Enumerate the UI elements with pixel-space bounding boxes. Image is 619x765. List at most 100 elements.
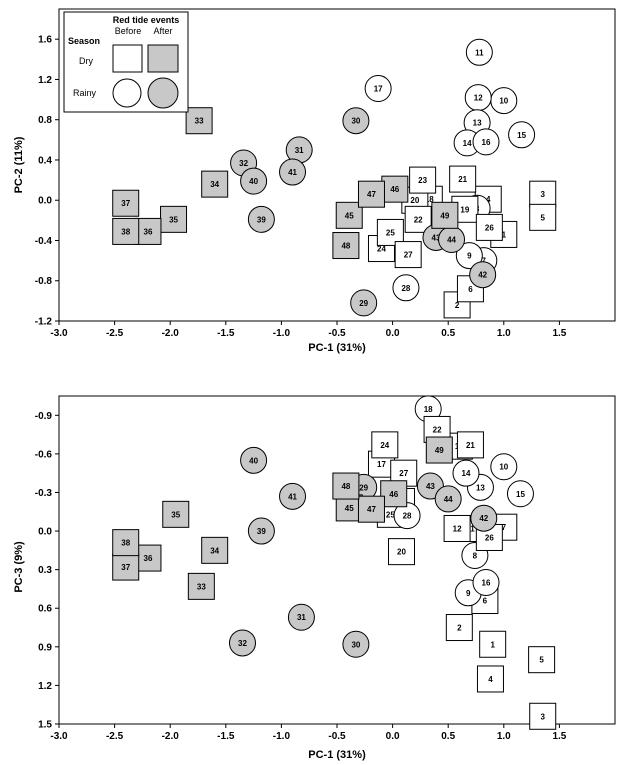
point-33: 33 <box>185 107 213 135</box>
x-tick-label: -1.0 <box>273 731 291 742</box>
point-label: 27 <box>404 251 413 260</box>
point-label: 9 <box>466 589 471 598</box>
point-label: 17 <box>377 460 386 469</box>
point-10: 10 <box>490 453 518 481</box>
circle-marker <box>469 261 497 289</box>
square-marker <box>476 665 504 693</box>
square-marker <box>380 480 408 508</box>
point-21: 21 <box>456 431 484 459</box>
circle-marker <box>472 569 500 597</box>
point-label: 41 <box>288 492 297 501</box>
point-label: 36 <box>144 554 153 563</box>
y-tick-label: 1.2 <box>38 75 52 86</box>
point-label: 10 <box>499 97 508 106</box>
x-tick-label: -0.5 <box>328 731 346 742</box>
point-label: 38 <box>121 227 130 236</box>
point-5: 5 <box>529 203 557 231</box>
square-marker <box>449 165 477 193</box>
x-axis-ticks: -3.0 -2.5 -2.0 -1.5 -1.0 -0.5 0.0 0.5 1.0 1.5 <box>50 321 567 339</box>
x-axis-ticks: -3.0 -2.5 -2.0 -1.5 -1.0 -0.5 0.0 0.5 1.0 1.5 <box>50 724 567 742</box>
point-label: 7 <box>482 257 487 266</box>
square-marker <box>201 170 229 198</box>
point-label: 39 <box>257 527 266 536</box>
square-marker <box>134 544 162 572</box>
pc1-pc3-plot: 1234567891011121314151617181920212223242… <box>13 395 616 761</box>
point-label: 49 <box>440 211 449 220</box>
square-marker <box>479 630 507 658</box>
square-marker <box>335 201 363 229</box>
point-label: 46 <box>390 185 399 194</box>
point-12: 12 <box>443 514 471 542</box>
circle-marker <box>342 630 370 658</box>
point-label: 26 <box>485 223 494 232</box>
point-label: 12 <box>453 524 462 533</box>
point-4: 4 <box>476 665 504 693</box>
point-label: 22 <box>414 215 423 224</box>
circle-marker <box>392 274 420 302</box>
point-label: 42 <box>479 514 488 523</box>
circle-marker <box>350 289 378 317</box>
point-label: 19 <box>460 205 469 214</box>
point-21: 21 <box>449 165 477 193</box>
point-label: 45 <box>345 504 354 513</box>
legend-dry-before-square <box>112 44 143 73</box>
point-39: 39 <box>247 205 275 233</box>
point-label: 25 <box>386 510 395 519</box>
point-40: 40 <box>240 167 268 195</box>
point-label: 2 <box>457 624 462 633</box>
circle-marker <box>228 629 256 657</box>
y-axis-label: PC-3 (9%) <box>13 541 25 593</box>
point-label: 28 <box>403 512 412 521</box>
point-46: 46 <box>380 480 408 508</box>
point-26: 26 <box>475 213 503 241</box>
point-label: 30 <box>351 640 360 649</box>
point-3: 3 <box>529 702 557 730</box>
x-tick-label: -3.0 <box>50 731 68 742</box>
point-label: 23 <box>418 176 427 185</box>
square-marker <box>357 180 385 208</box>
point-41: 41 <box>279 482 307 510</box>
point-35: 35 <box>160 205 188 233</box>
point-label: 33 <box>197 582 206 591</box>
point-label: 5 <box>539 656 544 665</box>
x-axis-label: PC-1 (31%) <box>308 342 366 354</box>
point-label: 2 <box>455 301 460 310</box>
point-label: 30 <box>351 117 360 126</box>
point-label: 45 <box>345 211 354 220</box>
point-label: 38 <box>121 539 130 548</box>
point-12: 12 <box>464 84 492 112</box>
point-label: 5 <box>540 213 545 222</box>
x-tick-label: 0.5 <box>441 731 455 742</box>
point-16: 16 <box>472 569 500 597</box>
x-tick-label: 0.0 <box>386 731 400 742</box>
point-label: 42 <box>478 271 487 280</box>
x-tick-label: 0.0 <box>386 328 400 339</box>
square-marker <box>162 500 190 528</box>
circle-marker <box>342 107 370 135</box>
point-14: 14 <box>452 459 480 487</box>
legend-after-label: After <box>153 26 172 36</box>
x-tick-label: -2.5 <box>106 731 124 742</box>
point-label: 35 <box>169 215 178 224</box>
square-marker <box>332 232 360 260</box>
y-tick-label: 1.6 <box>38 35 52 46</box>
point-markers: 1234567891011121314151617181920212223242… <box>112 395 557 730</box>
square-marker <box>357 495 385 523</box>
point-label: 28 <box>401 284 410 293</box>
y-tick-label: -0.4 <box>35 236 53 247</box>
point-label: 29 <box>359 299 368 308</box>
y-tick-label: 0.6 <box>38 604 52 615</box>
circle-marker <box>472 128 500 156</box>
point-label: 14 <box>462 469 471 478</box>
x-tick-label: -3.0 <box>50 328 68 339</box>
point-label: 47 <box>367 190 376 199</box>
point-36: 36 <box>134 217 162 245</box>
point-label: 4 <box>488 675 493 684</box>
x-axis-label: PC-1 (31%) <box>308 749 366 761</box>
square-marker <box>409 166 437 194</box>
circle-marker <box>455 242 483 270</box>
y-tick-label: 0.0 <box>38 527 52 538</box>
square-marker <box>528 646 556 674</box>
point-label: 13 <box>476 483 485 492</box>
point-markers: 1234567891011121314151617181920212223242… <box>112 38 557 319</box>
